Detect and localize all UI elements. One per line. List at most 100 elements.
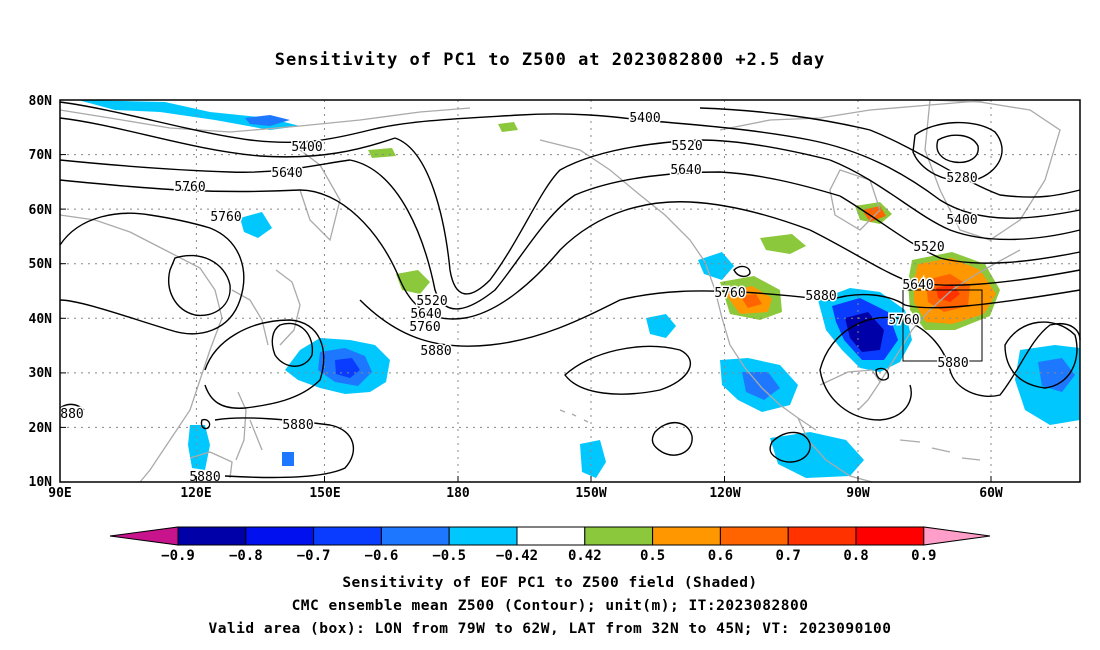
colorbar-label: 0.6 <box>708 548 733 564</box>
contour-small-ring-bc <box>733 265 751 278</box>
colorbar-label: −0.8 <box>229 548 263 564</box>
contour-ne-5 <box>639 119 1081 219</box>
contour-5760-low-west <box>59 212 245 335</box>
coast-kamchatka <box>299 149 341 242</box>
contour-label: 5760 <box>210 210 241 225</box>
contour-5400-west <box>59 101 641 144</box>
contour-label: 5520 <box>671 139 702 154</box>
colorbar-label: 0.9 <box>911 548 936 564</box>
coast-alaska <box>539 139 706 263</box>
lon-label: 150W <box>575 486 606 501</box>
lon-label: 60W <box>979 486 1003 501</box>
contour-5880-south <box>214 417 355 479</box>
shading-arctic-core <box>245 115 290 126</box>
shading-gulf-deep <box>845 312 884 352</box>
colorbar-segment <box>855 526 925 546</box>
map-frame <box>59 99 1081 483</box>
colorbar-label: 0.5 <box>640 548 665 564</box>
contour-label: 5880 <box>937 356 968 371</box>
longitude-labels: 90E 120E 150E 180 150W 120W 90W 60W <box>48 486 1003 501</box>
contour-label: 5760 <box>888 313 919 328</box>
caption-shading: Sensitivity of EOF PC1 to Z500 field (Sh… <box>342 575 758 591</box>
contour-5280-inner <box>936 134 979 164</box>
contour-5760-pacific <box>299 189 811 320</box>
shading-tropics-blue-2 <box>282 452 294 466</box>
shading-pacific-blue-1 <box>646 314 676 338</box>
lon-label: 150E <box>309 486 340 501</box>
colorbar-segment <box>652 526 721 546</box>
contour-5880-ring <box>271 322 314 367</box>
axis-ticks <box>60 99 992 483</box>
coast-gulf <box>819 369 881 411</box>
contour-label: 5640 <box>902 278 933 293</box>
lat-label: 80N <box>29 94 53 109</box>
shading-arctic-blue <box>78 100 300 130</box>
contour-low-inner <box>168 254 231 317</box>
colorbar-segment <box>313 526 382 546</box>
colorbar-segment <box>380 526 450 546</box>
contour-ne-3 <box>809 229 1081 286</box>
contour-5880-gulf-loop <box>819 369 912 421</box>
contour-ne-2 <box>839 195 1081 264</box>
coast-greenland <box>924 99 1061 241</box>
contour-small-ring-gulf <box>875 367 890 381</box>
colorbar-label: 0.42 <box>568 548 602 564</box>
contour-atlantic-ring <box>1004 321 1078 389</box>
coastlines <box>59 99 1061 483</box>
contour-label: 5520 <box>913 240 944 255</box>
contour-label: 5640 <box>271 166 302 181</box>
lat-label: 10N <box>29 475 53 490</box>
lon-label: 180 <box>446 486 470 501</box>
colorbar-label: 0.8 <box>843 548 868 564</box>
lat-label: 20N <box>29 421 53 436</box>
colorbar-label: −0.5 <box>432 548 466 564</box>
contour-label: 5280 <box>946 171 977 186</box>
colorbar-left-cap <box>109 526 179 546</box>
colorbar-segment <box>584 526 654 546</box>
lat-label: 30N <box>29 366 53 381</box>
contour-5520-pacific <box>394 137 831 295</box>
contour-label-group: 5400 5520 5640 5760 5880 5280 5400 5520 … <box>59 110 979 487</box>
valid-area-box <box>902 289 983 362</box>
colorbar-segment <box>516 526 586 546</box>
shading-pacific-blue-2 <box>698 252 734 280</box>
shading-caribbean-blue <box>770 432 864 478</box>
contour-label: 5400 <box>946 213 977 228</box>
coast-na-central <box>797 417 873 483</box>
map-title: Sensitivity of PC1 to Z500 at 2023082800… <box>274 50 826 70</box>
contour-5880-pacific <box>359 290 831 347</box>
sensitivity-shading <box>78 100 1080 478</box>
contour-5880-asia <box>204 319 325 409</box>
shading-orange-deep-1 <box>740 294 762 308</box>
coast-philippines <box>235 391 263 461</box>
contour-label: 880 <box>60 407 83 422</box>
contour-label: 5640 <box>410 307 441 322</box>
lat-label: 50N <box>29 257 53 272</box>
coast-siberia-arctic <box>59 107 471 133</box>
colorbar-label: −0.7 <box>297 548 331 564</box>
contour-5640-pacific <box>349 159 841 310</box>
contour-5880-atlantic <box>819 316 1081 397</box>
contour-5640-west <box>59 159 351 173</box>
colorbar: −0.9 −0.8 −0.7 −0.6 −0.5 −0.42 0.42 0.5 0.6 0.7 0.… <box>109 526 991 564</box>
lon-label: 120E <box>180 486 211 501</box>
shading-atlantic-core <box>1038 358 1075 392</box>
contour-label: 5640 <box>670 163 701 178</box>
lon-label: 90W <box>846 486 870 501</box>
shading-tropics-blue-3 <box>580 440 606 478</box>
caption-valid-area: Valid area (box): LON from 79W to 62W, L… <box>208 621 892 637</box>
colorbar-segment <box>787 526 857 546</box>
coast-canada-arctic <box>719 99 991 131</box>
colorbar-label: −0.6 <box>365 548 399 564</box>
shading-green-4 <box>760 234 806 254</box>
contour-ne-6 <box>699 107 1081 198</box>
z500-contours <box>59 101 1081 479</box>
coast-hawaii <box>559 409 589 423</box>
colorbar-segment <box>177 526 247 546</box>
lat-label: 60N <box>29 203 53 218</box>
contour-label: 5880 <box>805 289 836 304</box>
lon-label: 120W <box>709 486 740 501</box>
colorbar-label: −0.9 <box>161 548 195 564</box>
shading-green-3 <box>368 148 396 158</box>
